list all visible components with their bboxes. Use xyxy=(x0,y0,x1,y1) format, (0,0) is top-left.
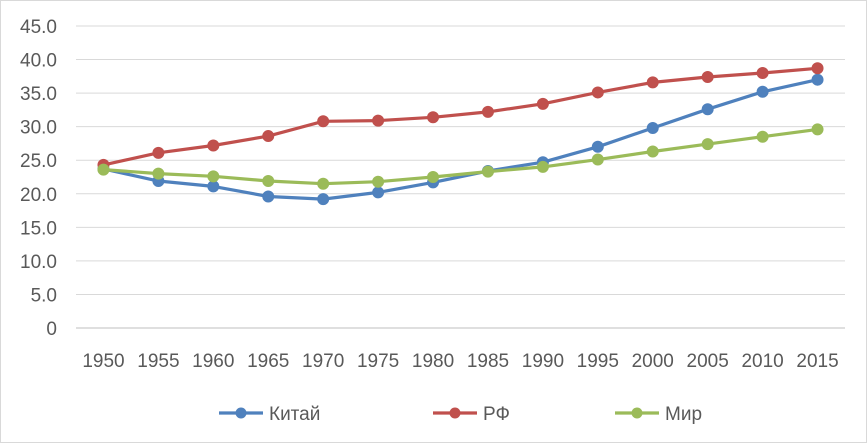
y-tick-label: 40.0 xyxy=(20,51,57,72)
data-point xyxy=(701,103,714,116)
y-tick-label: 10.0 xyxy=(20,252,57,273)
data-point xyxy=(536,160,549,173)
y-axis-ticks: 0 5.0 10.0 15.0 20.0 25.0 30.0 35.0 40.0 45.0 xyxy=(20,17,57,340)
data-point xyxy=(591,140,604,153)
x-tick-label: 2000 xyxy=(632,351,674,372)
series-line xyxy=(101,66,820,167)
data-point xyxy=(427,111,440,124)
legend-swatch-marker xyxy=(631,407,643,419)
data-point xyxy=(811,123,824,136)
data-point xyxy=(811,62,824,75)
x-tick-label: 1970 xyxy=(302,351,344,372)
y-tick-label: 25.0 xyxy=(20,151,57,172)
data-point xyxy=(317,193,330,206)
data-point xyxy=(427,171,440,183)
legend-item-1: РФ xyxy=(433,404,510,425)
data-point xyxy=(207,139,220,152)
legend-item-2: Мир xyxy=(615,404,702,425)
data-point xyxy=(646,76,659,89)
data-point xyxy=(97,163,110,176)
x-tick-label: 1990 xyxy=(522,351,564,372)
y-tick-label: 20.0 xyxy=(20,185,57,206)
y-tick-label: 15.0 xyxy=(20,218,57,239)
series-2 xyxy=(97,123,824,190)
y-tick-label: 35.0 xyxy=(20,84,57,105)
x-tick-label: 1995 xyxy=(577,351,619,372)
data-point xyxy=(207,170,220,183)
data-point xyxy=(481,165,494,178)
data-point xyxy=(481,105,494,118)
y-tick-label: 5.0 xyxy=(31,285,57,306)
legend: Китай РФ Мир xyxy=(219,404,702,425)
legend-item-0: Китай xyxy=(219,404,320,425)
legend-label: РФ xyxy=(483,404,510,425)
x-tick-label: 1975 xyxy=(357,351,399,372)
series-1 xyxy=(97,62,824,171)
data-point xyxy=(536,97,549,110)
data-point xyxy=(756,130,769,143)
data-point xyxy=(756,85,769,98)
data-point xyxy=(262,175,275,188)
x-tick-label: 2010 xyxy=(741,351,783,372)
x-axis-ticks: 1950 1955 1960 1965 1970 1975 1980 1985 1990 1995… xyxy=(82,351,838,372)
data-point xyxy=(591,86,604,99)
y-tick-label: 30.0 xyxy=(20,118,57,139)
y-tick-label: 45.0 xyxy=(20,17,57,38)
data-point xyxy=(372,175,385,188)
data-point xyxy=(701,138,714,151)
data-point xyxy=(207,180,220,193)
gridlines xyxy=(76,25,845,329)
data-point xyxy=(701,71,714,84)
x-tick-label: 1950 xyxy=(82,351,124,372)
data-point xyxy=(591,153,604,166)
x-tick-label: 1965 xyxy=(247,351,289,372)
data-point xyxy=(372,186,385,199)
data-point xyxy=(262,190,275,203)
x-tick-label: 1980 xyxy=(412,351,454,372)
data-point xyxy=(317,115,330,128)
series-lines xyxy=(97,62,824,206)
y-tick-label: 0 xyxy=(46,319,57,340)
data-point xyxy=(262,130,275,143)
series-line xyxy=(101,78,820,201)
x-tick-label: 1985 xyxy=(467,351,509,372)
x-tick-label: 2015 xyxy=(796,351,838,372)
legend-swatch-marker xyxy=(449,407,461,419)
data-point xyxy=(152,146,165,159)
data-point xyxy=(646,145,659,158)
legend-swatch-marker xyxy=(235,407,247,419)
data-point xyxy=(811,73,824,86)
legend-label: Китай xyxy=(269,404,320,425)
x-tick-label: 2005 xyxy=(687,351,729,372)
data-point xyxy=(756,66,769,79)
legend-label: Мир xyxy=(665,404,702,425)
x-tick-label: 1960 xyxy=(192,351,234,372)
data-point xyxy=(372,114,385,127)
series-line xyxy=(101,127,820,186)
data-point xyxy=(646,122,659,135)
data-point xyxy=(152,167,165,180)
data-point xyxy=(317,177,330,190)
series-0 xyxy=(97,73,824,206)
x-tick-label: 1955 xyxy=(137,351,179,372)
